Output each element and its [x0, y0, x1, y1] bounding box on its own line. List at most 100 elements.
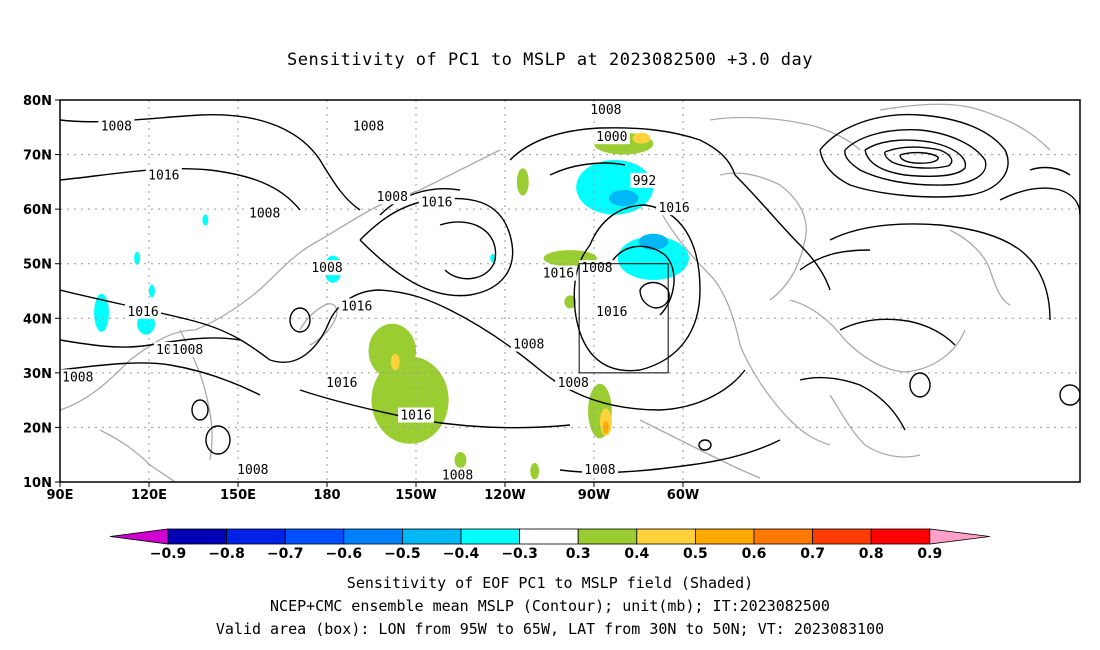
contour-label-bg [125, 303, 162, 319]
contour-label-bg [656, 200, 693, 216]
lon-label: 180 [313, 488, 340, 503]
shaded-region [564, 295, 577, 309]
colorbar-tick-label: 0.9 [917, 546, 942, 562]
colorbar-tick-label: −0.7 [267, 546, 304, 562]
contour-label-bg [630, 172, 659, 188]
coastline [789, 299, 966, 373]
colorbar-segment [343, 528, 403, 545]
colorbar-segment [401, 528, 462, 545]
contour-label-bg [555, 374, 592, 390]
mslp-contour [573, 204, 701, 372]
contour-label: 1016 [341, 299, 372, 314]
lat-label: 20N [23, 421, 52, 436]
shaded-region [202, 214, 209, 226]
contour-label-bg [246, 205, 283, 221]
contour-label: 1016 [400, 409, 431, 424]
shaded-region [94, 293, 109, 332]
contour-label: 1008 [558, 376, 589, 391]
coastline [719, 172, 807, 301]
mslp-contours [60, 113, 1080, 474]
mslp-contour [884, 146, 953, 169]
lon-label: 150W [395, 488, 436, 503]
contour-label: 1016 [421, 196, 452, 211]
shaded-region [516, 168, 529, 196]
colorbar-tick-label: 0.7 [800, 546, 825, 562]
shaded-region [530, 462, 540, 480]
colorbar-segment [460, 528, 520, 545]
lat-label: 80N [23, 94, 52, 109]
mslp-contour [1029, 166, 1071, 176]
mslp-contour [60, 289, 331, 363]
lon-label: 150E [220, 488, 256, 503]
mslp-contour [799, 249, 871, 271]
contour-label: 1016 [148, 168, 179, 183]
contour-label: 1008 [353, 119, 384, 134]
contour-label: 1008 [311, 261, 342, 276]
colorbar-tick-label: −0.6 [326, 546, 363, 562]
lon-label: 60W [667, 488, 699, 503]
contour-label-bg [98, 118, 135, 134]
coastline [829, 394, 921, 458]
shaded-region [638, 233, 669, 251]
contour-label: 1016 [543, 267, 574, 282]
contour-label-bg [587, 101, 624, 117]
mslp-contour [379, 188, 461, 216]
coastline [639, 419, 761, 479]
lat-label: 60N [23, 203, 52, 218]
colorbar-tick-label: −0.9 [150, 546, 187, 562]
lon-label: 90E [47, 488, 74, 503]
colorbar-tick-label: −0.8 [208, 546, 245, 562]
contour-label-bg [510, 336, 547, 352]
contour-label-bg [540, 265, 577, 281]
colorbar-tick-label: 0.5 [683, 546, 708, 562]
mslp-contour [899, 151, 939, 164]
lon-label: 120W [484, 488, 525, 503]
mslp-contour [839, 318, 956, 346]
colorbar-tick-label: −0.4 [443, 546, 480, 562]
contour-label: 1008 [249, 207, 280, 222]
lat-label: 40N [23, 312, 52, 327]
mslp-contour [864, 139, 967, 177]
mslp-contour [909, 372, 931, 398]
contour-label: 1008 [62, 370, 93, 385]
contour-label: 1016 [658, 201, 689, 216]
contour-label-bg [59, 369, 96, 385]
mslp-contour [60, 337, 241, 348]
footer-line-3: Valid area (box): LON from 95W to 65W, L… [215, 620, 885, 638]
contour-label: 1016 [596, 305, 627, 320]
lon-label: 120E [131, 488, 167, 503]
colorbar-tick-label: −0.3 [501, 546, 538, 562]
contour-label-bg [169, 342, 206, 358]
contour-label: 1008 [442, 469, 473, 484]
contour-label-bg [323, 374, 360, 390]
shaded-region [608, 190, 639, 207]
contour-label-bg [309, 260, 345, 276]
lat-label: 10N [23, 476, 52, 491]
contour-label-bg [581, 462, 618, 478]
colorbar-segment [519, 528, 579, 545]
coastline [879, 103, 1051, 151]
colorbar-left-arrow [109, 528, 169, 545]
mslp-contour [60, 167, 301, 211]
contour-label-bg [350, 118, 387, 134]
contour-label-bg [145, 167, 182, 183]
mslp-contour [844, 128, 987, 186]
contour-label: 1008 [237, 463, 268, 478]
coastlines [60, 103, 1051, 482]
colorbar-segment [870, 528, 931, 545]
contour-label: 1008 [172, 343, 203, 358]
colorbar-tick-label: 0.8 [859, 546, 884, 562]
colorbar-segment [577, 528, 638, 545]
mslp-contour [191, 399, 209, 421]
coastline [659, 209, 831, 446]
shaded-region [602, 420, 609, 434]
coastline [99, 429, 176, 482]
shaded-region [149, 284, 155, 298]
footer-line-1: Sensitivity of EOF PC1 to MSLP field (Sh… [346, 574, 754, 592]
colorbar-segment [753, 528, 813, 545]
mslp-contour [609, 245, 675, 316]
colorbar-segment [636, 528, 696, 545]
contour-label-bg [234, 462, 271, 478]
